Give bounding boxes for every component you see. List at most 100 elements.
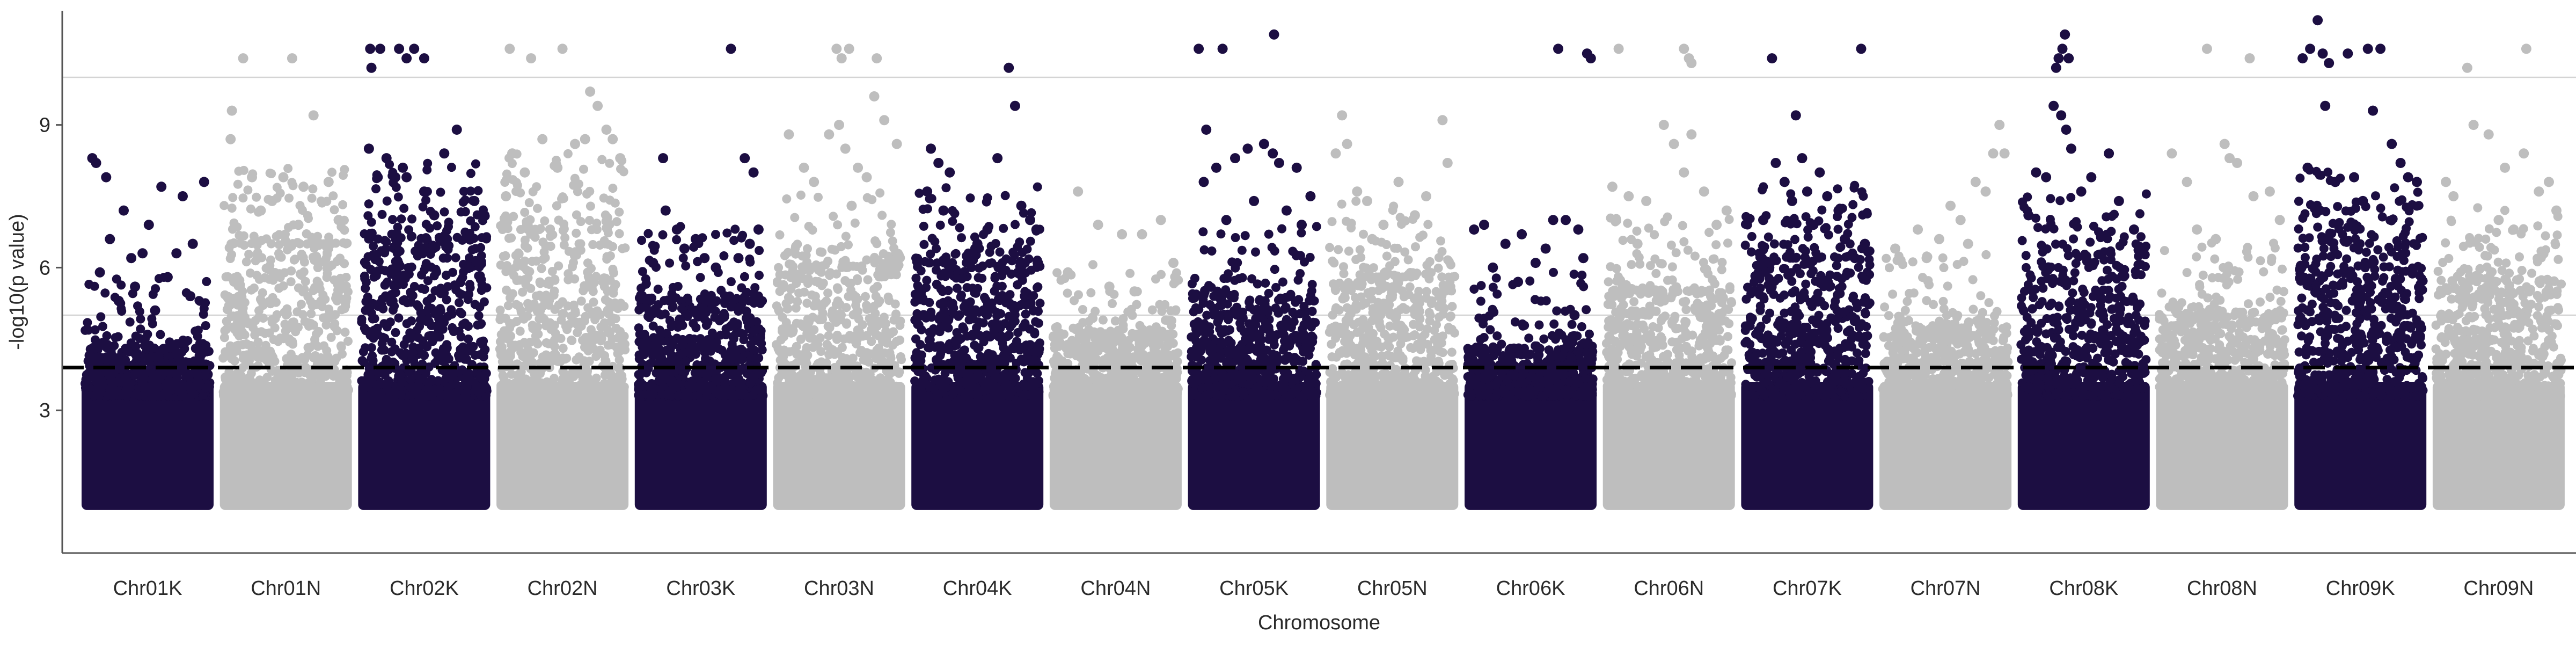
snp-point bbox=[104, 371, 113, 380]
snp-point bbox=[228, 193, 237, 202]
snp-point bbox=[1157, 270, 1166, 279]
snp-point bbox=[1101, 344, 1110, 353]
snp-point bbox=[1063, 391, 1072, 400]
snp-point bbox=[367, 63, 377, 73]
snp-point bbox=[800, 351, 809, 360]
snp-point bbox=[862, 172, 872, 183]
snp-point bbox=[948, 206, 957, 215]
snp-point bbox=[859, 381, 868, 390]
snp-point bbox=[339, 390, 348, 399]
snp-point bbox=[652, 349, 661, 358]
snp-point bbox=[784, 248, 793, 257]
snp-point bbox=[535, 390, 544, 399]
snp-point bbox=[1150, 390, 1159, 399]
snp-point bbox=[559, 194, 568, 203]
snp-point bbox=[195, 297, 204, 306]
snp-point bbox=[810, 301, 819, 310]
snp-point bbox=[219, 201, 229, 210]
snp-point bbox=[740, 153, 750, 163]
snp-point bbox=[323, 273, 332, 282]
snp-point bbox=[719, 251, 728, 260]
snp-point bbox=[570, 139, 580, 149]
snp-point bbox=[811, 337, 821, 346]
snp-point bbox=[892, 139, 902, 149]
snp-point bbox=[647, 294, 656, 303]
snp-point bbox=[1093, 391, 1102, 400]
snp-point bbox=[526, 387, 536, 396]
snp-point bbox=[650, 246, 659, 255]
snp-point bbox=[887, 220, 896, 229]
snp-point bbox=[426, 391, 435, 400]
snp-point bbox=[390, 172, 400, 183]
snp-point bbox=[144, 357, 153, 366]
snp-point bbox=[1024, 368, 1033, 377]
snp-point bbox=[787, 260, 796, 269]
snp-point bbox=[281, 230, 290, 239]
snp-point bbox=[374, 302, 383, 311]
snp-point bbox=[163, 272, 173, 282]
snp-point bbox=[1076, 370, 1085, 379]
snp-point bbox=[306, 297, 315, 306]
snp-point bbox=[520, 208, 529, 217]
snp-point bbox=[647, 391, 656, 401]
snp-point bbox=[948, 307, 957, 316]
snp-point bbox=[439, 253, 448, 263]
snp-point bbox=[407, 214, 416, 223]
snp-point bbox=[817, 263, 826, 272]
snp-point bbox=[130, 281, 140, 292]
snp-point bbox=[1113, 368, 1122, 377]
snp-point bbox=[1033, 379, 1042, 388]
snp-point bbox=[749, 168, 759, 178]
snp-point bbox=[333, 257, 342, 266]
snp-point bbox=[418, 246, 427, 256]
snp-point bbox=[143, 330, 152, 339]
snp-point bbox=[823, 288, 832, 297]
snp-point bbox=[280, 268, 289, 277]
snp-point bbox=[499, 220, 508, 229]
snp-point bbox=[392, 229, 401, 238]
snp-point bbox=[672, 235, 681, 244]
snp-point bbox=[797, 263, 807, 272]
snp-point bbox=[1063, 373, 1072, 382]
snp-point bbox=[722, 384, 731, 394]
snp-point bbox=[331, 276, 340, 285]
snp-point bbox=[1081, 339, 1091, 348]
snp-point bbox=[451, 285, 460, 294]
snp-point bbox=[940, 255, 949, 264]
snp-point bbox=[257, 327, 266, 336]
snp-point bbox=[825, 323, 835, 332]
snp-point bbox=[103, 355, 112, 365]
snp-point bbox=[391, 328, 400, 337]
snp-point bbox=[273, 183, 282, 192]
snp-point bbox=[679, 253, 688, 263]
snp-point bbox=[603, 326, 612, 335]
snp-point bbox=[418, 336, 427, 345]
snp-point bbox=[365, 43, 375, 54]
snp-point bbox=[1071, 325, 1080, 335]
snp-point bbox=[499, 252, 508, 261]
snp-point bbox=[294, 220, 304, 230]
snp-point bbox=[164, 388, 173, 397]
snp-point bbox=[559, 344, 568, 353]
snp-point bbox=[799, 163, 809, 173]
snp-point bbox=[1171, 306, 1180, 315]
snp-point bbox=[572, 251, 581, 260]
snp-point bbox=[541, 253, 550, 263]
snp-point bbox=[294, 323, 303, 332]
snp-point bbox=[474, 388, 484, 397]
snp-point bbox=[526, 284, 535, 293]
snp-point bbox=[394, 192, 403, 201]
snp-point bbox=[289, 181, 298, 190]
snp-point bbox=[1018, 248, 1027, 257]
snp-point bbox=[809, 177, 819, 187]
snp-point bbox=[564, 269, 573, 278]
snp-point bbox=[246, 375, 255, 384]
snp-point bbox=[339, 238, 348, 248]
snp-point bbox=[638, 291, 647, 300]
snp-point bbox=[1167, 316, 1176, 325]
snp-point bbox=[1033, 256, 1042, 265]
dense-base bbox=[358, 382, 490, 510]
snp-point bbox=[250, 389, 259, 398]
snp-point bbox=[853, 307, 862, 316]
snp-point bbox=[1123, 308, 1132, 317]
